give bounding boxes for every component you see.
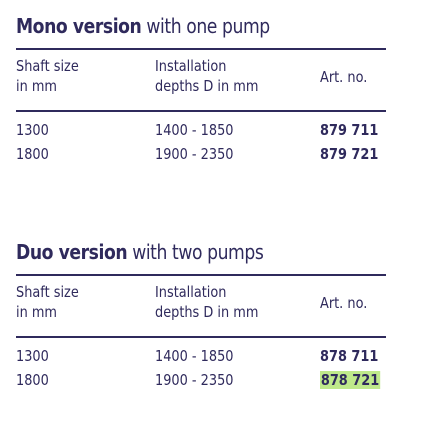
art-no-cell: 878 721 xyxy=(320,370,381,390)
mono-header-install-line2: depths D in mm xyxy=(155,77,259,95)
mono-header-art-no: Art. no. xyxy=(320,68,368,86)
mono-version-title: Mono version with one pump xyxy=(16,12,334,40)
duo-top-rule xyxy=(16,274,386,276)
shaft-size-cell: 1300 xyxy=(16,346,49,365)
table-row: 1300 1400 - 1850 879 711 xyxy=(16,118,386,142)
mono-header-installation: Installation depths D in mm xyxy=(155,56,258,96)
mono-title-bold: Mono version xyxy=(16,14,142,38)
depth-cell: 1400 - 1850 xyxy=(155,120,234,139)
mono-table-header: Shaft size in mm Installation depths D i… xyxy=(16,56,386,104)
shaft-size-cell: 1800 xyxy=(16,144,49,163)
duo-title-rest: with two pumps xyxy=(127,240,264,264)
duo-header-install-line1: Installation xyxy=(155,283,227,301)
highlighted-art-no: 878 721 xyxy=(320,370,381,389)
duo-header-shaft-line1: Shaft size xyxy=(16,283,79,301)
shaft-size-cell: 1300 xyxy=(16,120,49,139)
art-no-cell: 879 711 xyxy=(320,120,379,139)
mono-header-rule xyxy=(16,110,386,112)
shaft-size-cell: 1800 xyxy=(16,370,49,389)
mono-title-rest: with one pump xyxy=(141,14,270,38)
duo-version-section: Duo version with two pumps Shaft size in… xyxy=(16,238,386,400)
art-no-cell: 879 721 xyxy=(320,144,379,163)
mono-table-body: 1300 1400 - 1850 879 711 1800 1900 - 235… xyxy=(16,118,386,174)
mono-version-section: Mono version with one pump Shaft size in… xyxy=(16,12,386,174)
table-row: 1800 1900 - 2350 879 721 xyxy=(16,142,386,166)
depth-cell: 1900 - 2350 xyxy=(155,370,234,389)
duo-header-rule xyxy=(16,336,386,338)
duo-title-bold: Duo version xyxy=(16,240,128,264)
mono-header-install-line1: Installation xyxy=(155,57,227,75)
mono-top-rule xyxy=(16,48,386,50)
depth-cell: 1900 - 2350 xyxy=(155,144,234,163)
duo-header-shaft-line2: in mm xyxy=(16,303,57,321)
duo-header-art-no: Art. no. xyxy=(320,294,368,312)
duo-version-title: Duo version with two pumps xyxy=(16,238,334,266)
art-no-cell: 878 711 xyxy=(320,346,379,365)
table-row: 1800 1900 - 2350 878 721 xyxy=(16,368,386,392)
mono-header-shaft-line2: in mm xyxy=(16,77,57,95)
mono-header-shaft-size: Shaft size in mm xyxy=(16,56,79,96)
duo-header-install-line2: depths D in mm xyxy=(155,303,259,321)
duo-table-body: 1300 1400 - 1850 878 711 1800 1900 - 235… xyxy=(16,344,386,400)
duo-header-installation: Installation depths D in mm xyxy=(155,282,258,322)
table-row: 1300 1400 - 1850 878 711 xyxy=(16,344,386,368)
duo-table-header: Shaft size in mm Installation depths D i… xyxy=(16,282,386,330)
duo-header-shaft-size: Shaft size in mm xyxy=(16,282,79,322)
depth-cell: 1400 - 1850 xyxy=(155,346,234,365)
mono-header-shaft-line1: Shaft size xyxy=(16,57,79,75)
